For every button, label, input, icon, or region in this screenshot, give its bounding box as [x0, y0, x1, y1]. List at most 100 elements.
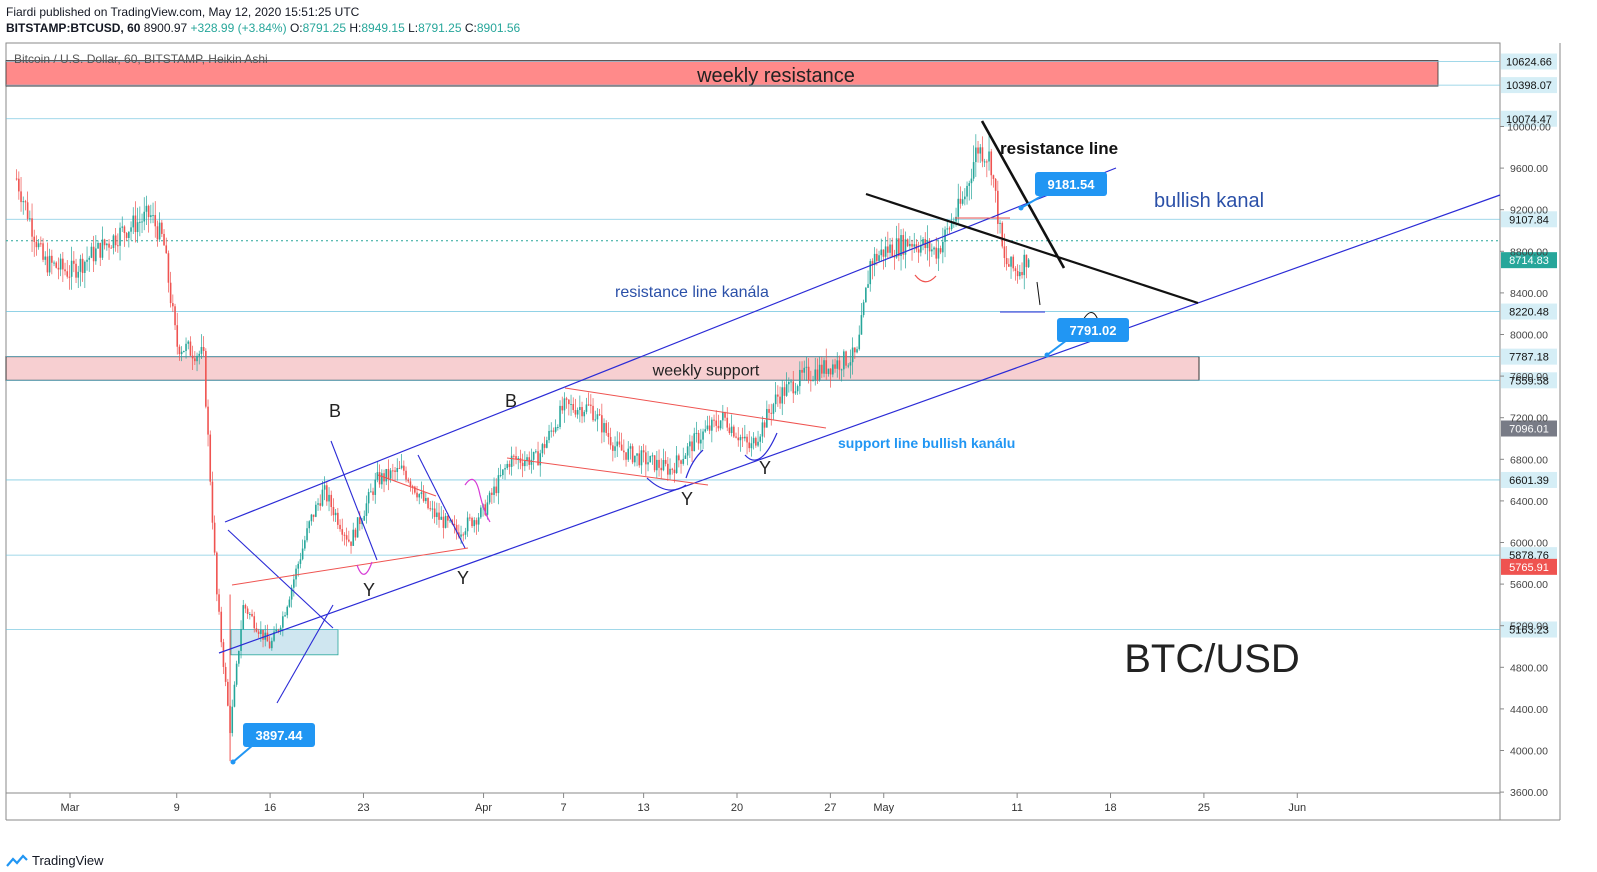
- candle-body-397: [889, 244, 891, 253]
- candle-body-82: [196, 355, 198, 362]
- candle-body-57: [141, 221, 143, 223]
- candle-body-64: [156, 226, 159, 240]
- candle-body-314: [706, 425, 709, 430]
- candle-body-210: [477, 517, 480, 525]
- candle-body-17: [53, 262, 55, 264]
- high-label: H:: [349, 21, 362, 35]
- falling-line-b: [330, 440, 378, 561]
- candle-body-281: [634, 455, 636, 463]
- curve-mark-6: [914, 274, 937, 283]
- candle-body-380: [851, 347, 854, 363]
- candle-body-29: [79, 258, 82, 272]
- y-tick-9: 7200.00: [1510, 413, 1548, 425]
- candle-body-103: [242, 605, 245, 630]
- candle-body-242: [548, 430, 550, 441]
- candle-body-310: [697, 432, 700, 444]
- candle-body-374: [838, 360, 841, 370]
- candle-body-168: [385, 468, 388, 482]
- candle-body-269: [607, 432, 610, 437]
- tradingview-logo-icon: [6, 853, 28, 867]
- callout-pointer-0: [1020, 193, 1046, 209]
- curve-mark-4: [685, 449, 704, 479]
- candle-body-272: [614, 446, 616, 451]
- candle-body-43: [110, 247, 113, 249]
- candle-body-122: [284, 615, 286, 617]
- candle-body-373: [836, 360, 839, 369]
- callout-box-1: [1057, 318, 1129, 342]
- candle-body-25: [70, 260, 73, 277]
- candle-body-418: [935, 247, 938, 259]
- candle-body-449: [1003, 246, 1006, 259]
- candle-body-219: [497, 475, 500, 494]
- candle-body-255: [576, 410, 579, 415]
- candle-body-330: [741, 437, 744, 439]
- price-label-box-2: [1501, 110, 1557, 127]
- candle-body-370: [829, 368, 832, 375]
- candle-body-327: [735, 436, 737, 438]
- candle-body-289: [651, 455, 654, 457]
- zones-layer: weekly resistance weekly support: [5, 60, 1439, 656]
- candle-body-138: [319, 503, 322, 506]
- callout-dot-2: [230, 759, 236, 765]
- candle-body-74: [178, 346, 181, 355]
- candle-body-191: [436, 512, 438, 518]
- candle-body-171: [392, 470, 394, 472]
- candle-body-389: [871, 261, 874, 266]
- candle-body-187: [427, 498, 429, 509]
- x-tick-13: Jun: [1288, 802, 1306, 814]
- candle-body-344: [772, 404, 775, 414]
- candle-body-128: [297, 563, 300, 569]
- candle-body-458: [1023, 254, 1026, 276]
- candle-body-430: [961, 199, 964, 204]
- candle-body-94: [222, 642, 225, 667]
- y-tick-4: 5200.00: [1510, 621, 1548, 633]
- close-value: 8901.56: [476, 21, 521, 35]
- candle-body-362: [812, 379, 814, 381]
- candle-body-225: [510, 455, 513, 467]
- wave-label-5: Y: [759, 458, 771, 478]
- red-line-3: [564, 387, 827, 429]
- chart-title: Bitcoin / U.S. Dollar, 60, BITSTAMP, Hei…: [14, 52, 268, 66]
- candle-body-63: [154, 215, 157, 227]
- y-tick-3: 4800.00: [1510, 662, 1548, 674]
- candle-body-412: [922, 239, 924, 245]
- candle-body-274: [618, 441, 621, 445]
- red-line-1: [231, 547, 469, 586]
- weekly-resistance-label: weekly resistance: [696, 65, 855, 87]
- price-label-1: 10398.07: [1506, 80, 1552, 92]
- candle-body-83: [198, 353, 201, 356]
- support-line-bullish-channel: [218, 194, 1501, 654]
- candle-body-221: [502, 469, 504, 476]
- candle-body-408: [913, 244, 916, 247]
- candle-body-39: [101, 239, 104, 258]
- candle-body-315: [708, 425, 711, 431]
- candle-body-87: [207, 406, 209, 435]
- candle-body-19: [57, 267, 60, 270]
- candle-body-287: [647, 462, 649, 465]
- open-label: O:: [289, 21, 303, 35]
- callout-pointer-1: [1046, 339, 1068, 356]
- candle-body-459: [1025, 254, 1028, 268]
- candle-body-433: [968, 183, 971, 186]
- candle-body-46: [117, 245, 119, 247]
- candle-body-44: [112, 235, 115, 249]
- candle-body-111: [260, 629, 262, 634]
- candle-body-450: [1005, 258, 1008, 265]
- candle-body-231: [524, 460, 526, 467]
- candle-body-224: [508, 463, 511, 467]
- candle-body-460: [1027, 259, 1030, 268]
- candle-body-154: [354, 529, 357, 538]
- candle-body-60: [147, 205, 150, 218]
- candle-body-223: [506, 463, 509, 469]
- callout-box-0: [1035, 172, 1107, 196]
- wave-label-4: Y: [681, 489, 693, 509]
- candle-body-173: [396, 467, 399, 472]
- candle-body-189: [431, 508, 434, 510]
- candle-body-383: [858, 334, 861, 350]
- candle-body-88: [209, 434, 212, 482]
- candle-body-457: [1021, 272, 1023, 276]
- x-tick-9: May: [873, 802, 894, 814]
- price-label-box-4: [1501, 252, 1557, 269]
- callout-pointer-2: [232, 744, 254, 763]
